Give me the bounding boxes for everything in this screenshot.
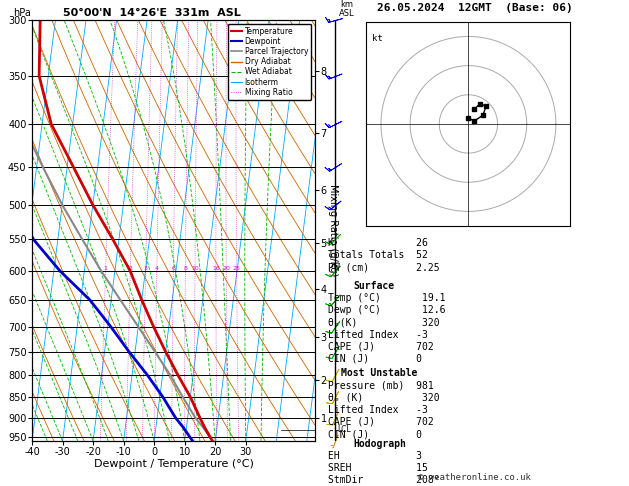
Text: EH             3: EH 3 [328,451,422,461]
Text: 6: 6 [171,266,175,271]
Text: CIN (J)        0: CIN (J) 0 [328,429,422,439]
Text: 25: 25 [233,266,240,271]
Text: 4: 4 [155,266,159,271]
Text: 50°00'N  14°26'E  331m  ASL: 50°00'N 14°26'E 331m ASL [64,8,241,17]
Text: © weatheronline.co.uk: © weatheronline.co.uk [418,473,531,482]
Text: hPa: hPa [13,8,31,17]
Text: SREH           15: SREH 15 [328,463,428,473]
Text: CAPE (J)       702: CAPE (J) 702 [328,417,434,427]
Text: 2: 2 [128,266,132,271]
Text: 3: 3 [143,266,148,271]
Legend: Temperature, Dewpoint, Parcel Trajectory, Dry Adiabat, Wet Adiabat, Isotherm, Mi: Temperature, Dewpoint, Parcel Trajectory… [228,24,311,100]
Text: Lifted Index   -3: Lifted Index -3 [328,405,428,415]
Text: Most Unstable: Most Unstable [341,368,417,379]
Text: PW (cm)        2.25: PW (cm) 2.25 [328,262,440,273]
Text: 26.05.2024  12GMT  (Base: 06): 26.05.2024 12GMT (Base: 06) [377,3,572,13]
Text: Surface: Surface [353,281,394,291]
Text: StmDir         208°: StmDir 208° [328,475,440,486]
Text: Totals Totals  52: Totals Totals 52 [328,250,428,260]
Text: CAPE (J)       702: CAPE (J) 702 [328,342,434,352]
Text: Dewp (°C)       12.6: Dewp (°C) 12.6 [328,305,446,315]
Text: 10: 10 [191,266,199,271]
Text: Pressure (mb)  981: Pressure (mb) 981 [328,381,434,391]
Text: K              26: K 26 [328,238,428,248]
Text: kt: kt [372,34,383,43]
Text: 1: 1 [104,266,108,271]
Text: Hodograph: Hodograph [353,439,406,449]
Text: θₑ(K)           320: θₑ(K) 320 [328,317,440,328]
Text: 20: 20 [222,266,230,271]
Text: 16: 16 [212,266,220,271]
Text: Lifted Index   -3: Lifted Index -3 [328,330,428,340]
Y-axis label: Mixing Ratio (g/kg): Mixing Ratio (g/kg) [328,184,338,277]
Text: Temp (°C)       19.1: Temp (°C) 19.1 [328,293,446,303]
X-axis label: Dewpoint / Temperature (°C): Dewpoint / Temperature (°C) [94,459,253,469]
Text: CIN (J)        0: CIN (J) 0 [328,354,422,364]
Text: 8: 8 [184,266,187,271]
Text: θₑ (K)          320: θₑ (K) 320 [328,393,440,403]
Text: km
ASL: km ASL [339,0,355,17]
Text: LCL: LCL [338,425,352,434]
